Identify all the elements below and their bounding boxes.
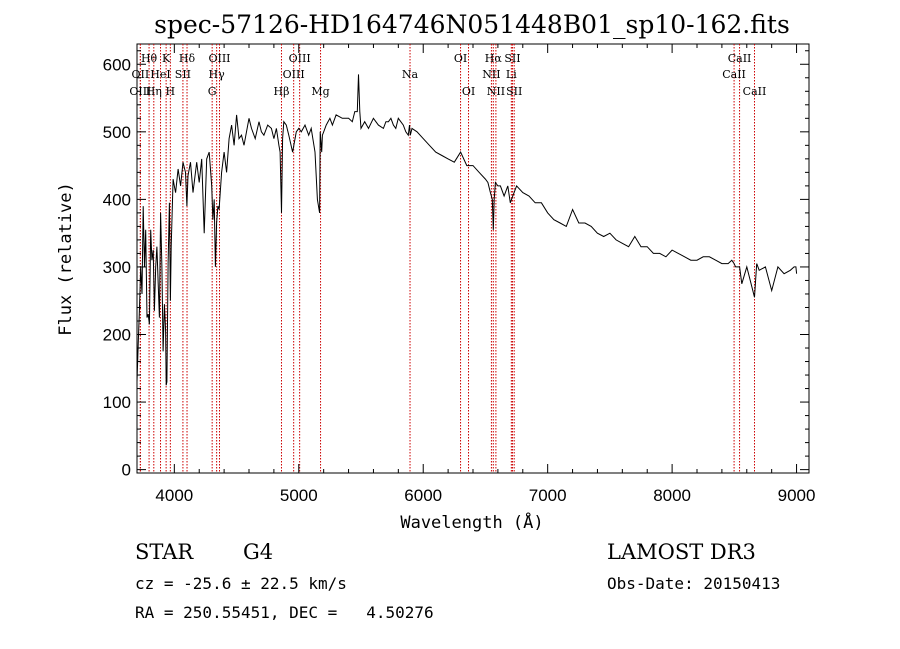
line-marker-label-19: Hα xyxy=(485,52,503,65)
line-marker-label-26: CaII xyxy=(722,68,746,81)
line-marker-label-21: NII xyxy=(482,68,500,81)
x-tick-label-5: 9000 xyxy=(778,486,816,505)
line-marker-label-23: NII xyxy=(487,85,505,98)
class-label: STAR xyxy=(135,540,194,564)
y-tick-label-6: 600 xyxy=(103,55,131,74)
line-marker-label-6: SII xyxy=(175,68,191,81)
line-markers xyxy=(139,44,755,473)
obs-date-label: Obs-Date: 20150413 xyxy=(607,574,781,593)
line-marker-label-7: H xyxy=(166,85,176,98)
spectrum-line xyxy=(136,74,798,386)
line-marker-label-8: Hδ xyxy=(179,52,196,65)
y-tick-label-3: 300 xyxy=(103,258,131,277)
line-marker-label-14: OIII xyxy=(283,68,305,81)
coordinates-label: RA = 250.55451, DEC = 4.50276 xyxy=(135,603,434,622)
redshift-label: cz = -25.6 ± 22.5 km/s xyxy=(135,574,347,593)
line-marker-label-18: OI xyxy=(462,85,475,98)
line-marker-label-10: Hγ xyxy=(209,68,226,81)
x-tick-label-3: 7000 xyxy=(529,486,567,505)
line-marker-label-9: OIII xyxy=(208,52,230,65)
line-marker-label-12: Hβ xyxy=(274,85,290,98)
x-tick-label-1: 5000 xyxy=(280,486,318,505)
line-marker-label-20: SII xyxy=(504,52,520,65)
line-marker-label-17: OI xyxy=(454,52,467,65)
survey-label: LAMOST DR3 xyxy=(607,540,756,564)
line-marker-label-15: Mg xyxy=(311,85,329,98)
line-marker-label-1: OII xyxy=(132,68,150,81)
subclass-label: G4 xyxy=(243,540,274,564)
y-tick-label-1: 100 xyxy=(103,393,131,412)
line-marker-label-16: Na xyxy=(402,68,419,81)
line-marker-label-3: K xyxy=(162,52,171,65)
plot-frame xyxy=(136,43,810,474)
line-marker-label-0: Hθ xyxy=(141,52,158,65)
x-tick-label-2: 6000 xyxy=(404,486,442,505)
line-marker-label-25: CaII xyxy=(728,52,752,65)
x-axis-label: Wavelength (Å) xyxy=(400,511,543,533)
line-marker-label-24: SII xyxy=(506,85,522,98)
y-tick-label-2: 200 xyxy=(103,326,131,345)
x-tick-label-4: 8000 xyxy=(653,486,691,505)
x-tick-label-0: 4000 xyxy=(155,486,193,505)
line-marker-label-4: HeI xyxy=(150,68,170,81)
line-marker-label-11: G xyxy=(208,85,217,98)
chart-title: spec-57126-HD164746N051448B01_sp10-162.f… xyxy=(154,10,790,39)
y-tick-label-5: 500 xyxy=(103,123,131,142)
line-marker-label-13: OIII xyxy=(289,52,311,65)
line-marker-label-27: CaII xyxy=(743,85,767,98)
line-marker-label-22: Li xyxy=(506,68,517,81)
line-marker-label-5: Hη xyxy=(146,85,162,98)
y-axis-label: Flux (relative) xyxy=(56,182,76,336)
axes: 4000 5000 6000 7000 8000 9000 0 100 200 300 400 500… xyxy=(103,44,816,505)
y-tick-label-0: 0 xyxy=(122,461,131,480)
y-tick-label-4: 400 xyxy=(103,190,131,209)
